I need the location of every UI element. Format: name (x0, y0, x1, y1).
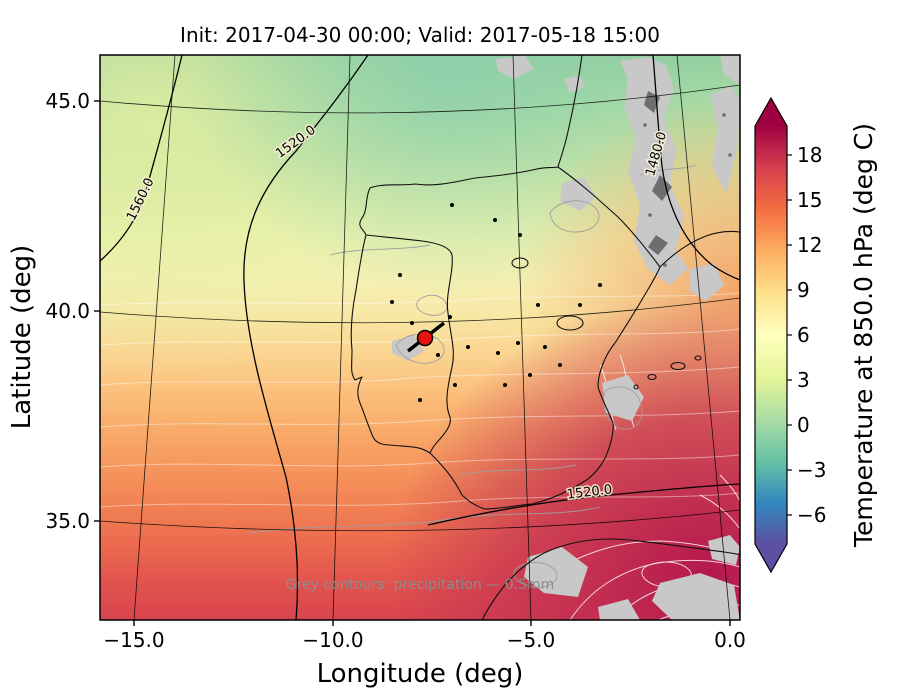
geopotential-contours (100, 55, 740, 620)
colorbar-tick-label: 15 (797, 188, 822, 212)
y-tick-label: 40.0 (45, 299, 90, 323)
colorbar-tick-label: 18 (797, 143, 822, 167)
y-tick-labels: 45.0 40.0 35.0 (45, 89, 90, 533)
y-tick-label: 35.0 (45, 509, 90, 533)
colorbar-bar (754, 96, 788, 574)
colorbar-tick-labels: 18 15 12 9 6 3 0 −3 −6 (797, 143, 826, 527)
colorbar-tick-label: 9 (797, 278, 810, 302)
forecast-marker (406, 321, 446, 353)
colorbar-tick-label: 0 (797, 413, 810, 437)
colorbar-tick-label: 3 (797, 368, 810, 392)
x-tick-label: −10.0 (302, 628, 363, 652)
colorbar-tick-label: 6 (797, 323, 810, 347)
colorbar-label: Temperature at 850.0 hPa (deg C) (849, 123, 878, 548)
y-tick-label: 45.0 (45, 89, 90, 113)
x-tick-labels: −15.0 −10.0 −5.0 0.0 (103, 628, 746, 652)
forecast-marker-dot (416, 329, 434, 347)
geopotential-contour-label: 1520.0 (566, 482, 613, 502)
x-tick-label: −15.0 (103, 628, 164, 652)
axis-ticks (94, 100, 731, 626)
map-plot-area: 1560.0 1520.0 1480.0 1520.0 Grey contour… (100, 55, 740, 620)
colorbar-tick-label: −6 (797, 503, 826, 527)
coastlines (350, 55, 740, 620)
colorbar-ticks (787, 154, 792, 516)
precipitation-note: Grey contours: precipitation — 0.5mm (286, 577, 555, 593)
y-axis-label: Latitude (deg) (7, 245, 37, 430)
figure-title: Init: 2017-04-30 00:00; Valid: 2017-05-1… (180, 23, 660, 47)
temperature-contour-texture (100, 292, 740, 508)
x-tick-label: −5.0 (507, 628, 556, 652)
x-tick-label: 0.0 (714, 628, 746, 652)
colorbar-tick-label: 12 (797, 233, 822, 257)
precipitation-grey-contours (249, 164, 697, 588)
map-point-dots (390, 203, 602, 402)
graticule (100, 55, 740, 620)
colorbar: 18 15 12 9 6 3 0 −3 −6 Temperature at 85… (754, 96, 878, 574)
plot-frame (99, 54, 741, 621)
colorbar-tick-label: −3 (797, 458, 826, 482)
x-axis-label: Longitude (deg) (317, 659, 524, 689)
